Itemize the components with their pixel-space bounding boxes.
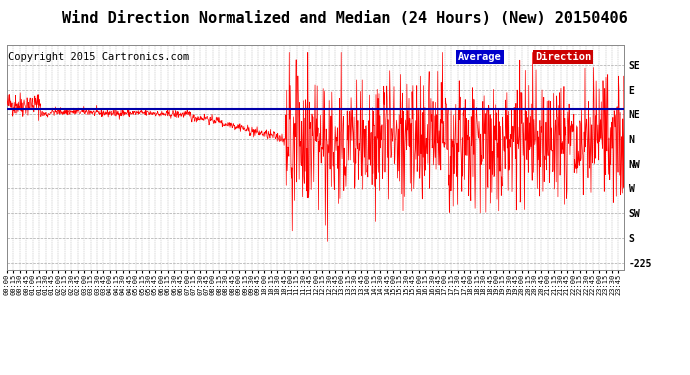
Text: Average: Average bbox=[457, 52, 502, 62]
Text: Wind Direction Normalized and Median (24 Hours) (New) 20150406: Wind Direction Normalized and Median (24… bbox=[62, 11, 628, 26]
Text: Copyright 2015 Cartronics.com: Copyright 2015 Cartronics.com bbox=[8, 52, 189, 62]
Text: Direction: Direction bbox=[535, 52, 591, 62]
